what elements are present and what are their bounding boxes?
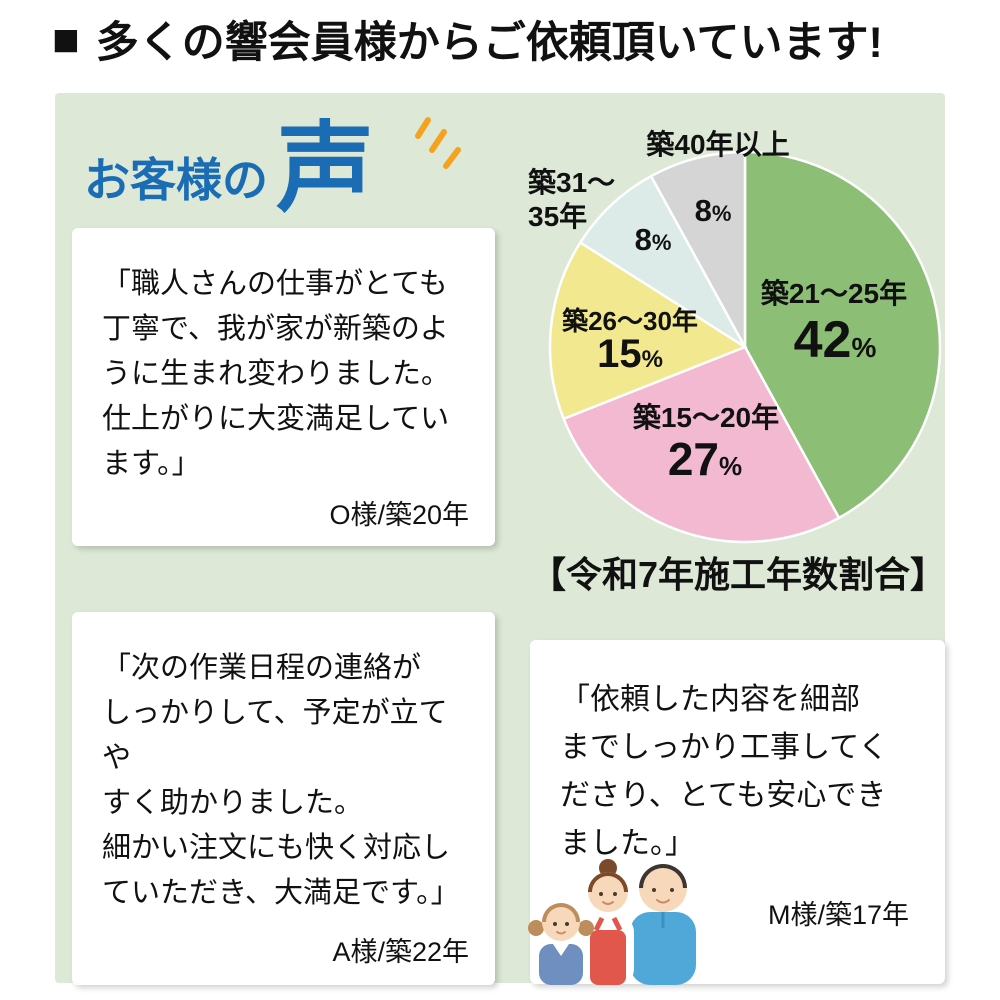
- girl-collar: [553, 944, 569, 956]
- percent-sign: %: [651, 230, 672, 255]
- emphasis-strokes-icon: [415, 117, 461, 169]
- pie-label-15-20: 築15〜20年: [626, 401, 786, 435]
- pie-label-31-35: 築31〜 35年: [528, 166, 648, 234]
- pie-chart-svg: [548, 150, 942, 544]
- voice-title-prefix: お客様の: [84, 154, 268, 207]
- testimonial-card-2: 「次の作業日程の連絡が しっかりして、予定が立てや すく助かりました。 細かい注…: [72, 612, 495, 985]
- girl-sailor-top: [539, 944, 583, 985]
- pie-label-26-30-text: 築26〜30年: [562, 306, 698, 336]
- percent-sign: %: [851, 332, 877, 363]
- girl-pigtail-right: [578, 920, 594, 936]
- family-illustration: [528, 859, 696, 985]
- percent-sign: %: [711, 201, 732, 226]
- percent-sign: %: [641, 346, 663, 373]
- girl-face: [542, 903, 580, 941]
- chart-caption: 【令和7年施工年数割合】: [529, 554, 947, 595]
- pie-slice-0: [743, 150, 942, 520]
- testimonial-attribution: A様/築22年: [332, 937, 469, 967]
- woman-face: [588, 872, 628, 912]
- pie-pct-26-30: 15%: [570, 332, 690, 377]
- pie-label-26-30: 築26〜30年: [562, 306, 698, 338]
- girl-hair: [542, 903, 580, 922]
- pie-chart: [547, 149, 943, 545]
- pie-pct-15-20: 27%: [640, 432, 770, 486]
- pie-label-21-25: 築21〜25年: [756, 277, 912, 311]
- pie-pct-40plus-value: 8: [694, 193, 712, 228]
- man-hair: [639, 864, 687, 888]
- voice-title-emphasis: 声: [276, 113, 375, 223]
- pie-pct-15-20-value: 27: [667, 433, 720, 485]
- pie-label-31-35-line2: 35年: [528, 201, 588, 233]
- pie-label-21-25-text: 築21〜25年: [760, 278, 908, 309]
- man-shirt: [630, 912, 696, 985]
- pie-label-40plus: 築40年以上: [628, 128, 808, 162]
- pie-slice-1: [562, 345, 841, 544]
- testimonial-attribution: O様/築20年: [329, 500, 469, 530]
- testimonial-card-1: 「職人さんの仕事がとても 丁寧で、我が家が新築のよ うに生まれ変わりました。 仕…: [72, 228, 495, 546]
- testimonial-quote: 「依頼した内容を細部 までしっかり工事してく ださり、とても安心でき ました。」: [560, 683, 889, 860]
- woman-hair-bun: [599, 859, 617, 877]
- pie-slice-3: [578, 174, 747, 349]
- header: ■ 多くの響会員様からご依頼頂いています!: [52, 8, 883, 70]
- pie-pct-26-30-value: 15: [597, 332, 642, 376]
- pie-slice-4: [649, 150, 747, 348]
- pie-label-31-35-line1: 築31〜: [528, 167, 616, 198]
- testimonial-card-3: 「依頼した内容を細部 までしっかり工事してく ださり、とても安心でき ました。」…: [530, 640, 945, 984]
- header-square-bullet: ■: [52, 13, 80, 65]
- woman-hair: [588, 872, 628, 892]
- pie-pct-21-25: 42%: [770, 310, 900, 370]
- voice-title: お客様の 声: [84, 113, 375, 223]
- pie-pct-31-35-value: 8: [634, 222, 652, 257]
- pie-pct-21-25-value: 42: [793, 311, 852, 369]
- woman-apron: [590, 930, 626, 985]
- header-title: 多くの響会員様からご依頼頂いています!: [95, 19, 883, 67]
- testimonial-quote: 「次の作業日程の連絡が しっかりして、予定が立てや すく助かりました。 細かい注…: [102, 652, 460, 909]
- pie-pct-31-35: 8%: [608, 222, 698, 258]
- pie-pct-40plus: 8%: [668, 193, 758, 229]
- girl-pigtail-left: [528, 920, 544, 936]
- percent-sign: %: [719, 451, 743, 481]
- testimonial-attribution: M様/築17年: [767, 900, 909, 930]
- testimonial-quote: 「職人さんの仕事がとても 丁寧で、我が家が新築のよ うに生まれ変わりました。 仕…: [102, 268, 451, 480]
- pie-slice-2: [548, 240, 748, 421]
- pie-label-40plus-text: 築40年以上: [646, 129, 790, 160]
- pie-label-15-20-text: 築15〜20年: [632, 402, 780, 433]
- man-face: [639, 864, 687, 912]
